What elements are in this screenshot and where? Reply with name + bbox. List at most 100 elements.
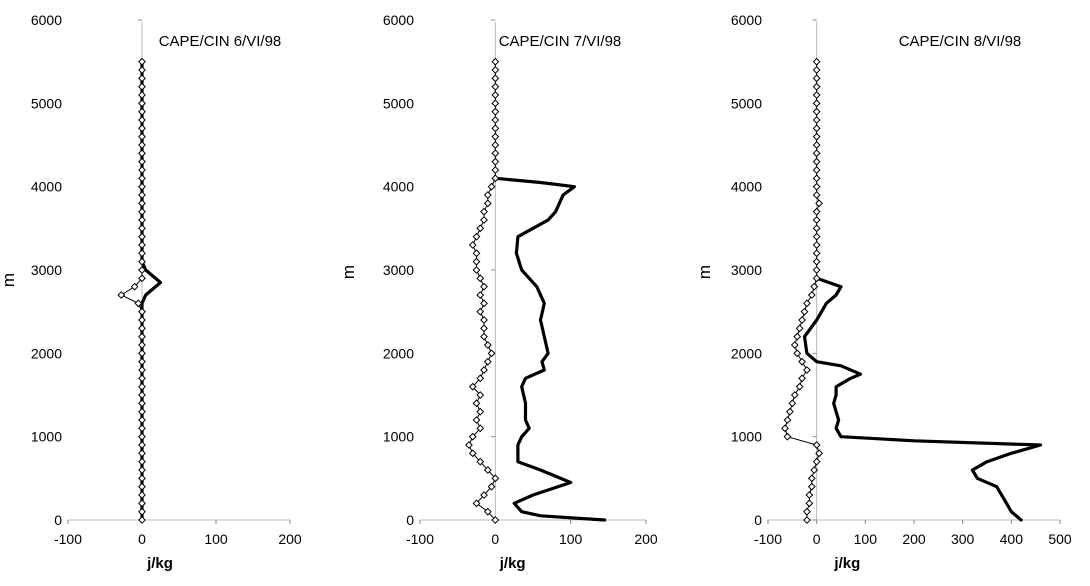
series-point-cin [472, 499, 481, 508]
series-point-cin [793, 349, 802, 358]
series-point-cin [138, 432, 146, 441]
series-point-cin [138, 391, 146, 399]
series-point-cin [803, 299, 811, 308]
series-point-cin [138, 374, 146, 383]
series-point-cin [812, 166, 821, 174]
series-point-cin [476, 224, 485, 233]
x-tick-label: 0 [491, 531, 499, 547]
series-point-cin [800, 307, 809, 316]
series-point-cin [472, 232, 481, 241]
series-point-cin [798, 357, 806, 366]
x-tick-label: 200 [902, 531, 926, 547]
series-point-cin [138, 266, 146, 274]
series-point-cin [491, 166, 500, 174]
x-tick-label: 100 [854, 531, 878, 547]
series-point-cin [138, 449, 146, 458]
series-point-cin [795, 324, 804, 333]
series-point-cin [812, 57, 821, 66]
series-point-cin [812, 91, 821, 99]
series-point-cin [491, 57, 500, 66]
y-tick-label: 6000 [383, 12, 414, 28]
series-point-cin [138, 516, 146, 524]
series-point-cin [812, 232, 821, 241]
series-point-cin [134, 299, 143, 308]
series-point-cin [805, 499, 814, 508]
series-point-cin [805, 491, 814, 499]
series-point-cin [790, 341, 799, 349]
series-point-cin [138, 57, 146, 66]
series-point-cin [483, 341, 492, 349]
series-point-cin [815, 449, 824, 458]
series-point-cin [491, 107, 500, 116]
series-point-cin [138, 349, 146, 358]
series-point-cin [138, 416, 146, 424]
series-point-cin [138, 399, 146, 408]
chart-panel-cape-cin-7-vi-98: CAPE/CIN 7/VI/98010002000300040005000600… [340, 12, 658, 572]
series-point-cin [138, 99, 146, 108]
series-point-cin [138, 482, 146, 491]
series-point-cin [138, 316, 146, 324]
y-tick-label: 2000 [31, 345, 62, 361]
series-point-cin [138, 232, 146, 241]
series-point-cin [491, 74, 500, 83]
series-point-cin [138, 474, 146, 483]
series-point-cin [468, 241, 477, 249]
series-point-cin [138, 166, 146, 174]
series-point-cin [138, 132, 146, 141]
series-point-cin [812, 266, 821, 274]
series-point-cin [812, 224, 821, 233]
series-point-cin [483, 191, 492, 199]
series-point-cin [476, 407, 485, 416]
series-point-cin [138, 157, 146, 166]
series-point-cin [138, 124, 146, 133]
series-point-cin [480, 491, 488, 499]
series-point-cin [138, 466, 146, 474]
series-point-cin [468, 449, 477, 458]
series-point-cin [807, 482, 816, 491]
y-tick-label: 1000 [383, 429, 414, 445]
series-point-cin [476, 291, 485, 299]
y-tick-label: 2000 [731, 345, 762, 361]
series-point-cin [138, 182, 146, 191]
series-point-cin [812, 82, 821, 91]
x-tick-label: 0 [138, 531, 146, 547]
series-point-cin [491, 149, 500, 158]
series-point-cin [803, 507, 811, 516]
y-tick-label: 4000 [31, 179, 62, 195]
series-point-cin [812, 257, 821, 266]
series-point-cin [487, 182, 496, 191]
series-point-cin [812, 249, 821, 258]
series-point-cin [783, 416, 792, 424]
series-point-cin [812, 99, 821, 108]
series-line-cin [784, 61, 820, 520]
y-axis-label: m [0, 273, 18, 287]
chart-panel-cape-cin-8-vi-98: CAPE/CIN 8/VI/98010002000300040005000600… [695, 12, 1072, 572]
y-tick-label: 4000 [731, 179, 762, 195]
series-point-cin [138, 207, 146, 216]
series-point-cin [812, 191, 821, 199]
series-point-cin [138, 274, 146, 283]
series-point-cin [812, 132, 821, 141]
series-line-cape [140, 60, 163, 522]
series-point-cin [138, 191, 146, 199]
x-axis-label: j/kg [146, 555, 173, 572]
chart-title: CAPE/CIN 6/VI/98 [159, 33, 282, 50]
series-point-cin [117, 291, 126, 299]
chart-title: CAPE/CIN 8/VI/98 [899, 33, 1022, 50]
series-point-cin [138, 141, 146, 149]
series-point-cin [138, 66, 146, 74]
series-point-cin [812, 441, 821, 449]
series-point-cin [138, 74, 146, 83]
y-tick-label: 0 [754, 512, 762, 528]
series-point-cin [785, 407, 794, 416]
series-point-cin [130, 282, 139, 291]
chart-title: CAPE/CIN 7/VI/98 [499, 33, 622, 50]
series-point-cin [798, 374, 806, 383]
series-point-cin [812, 216, 821, 224]
series-point-cin [812, 149, 821, 158]
series-point-cin [476, 307, 485, 316]
series-point-cin [138, 174, 146, 183]
y-tick-label: 5000 [31, 95, 62, 111]
y-tick-label: 4000 [383, 179, 414, 195]
series-point-cin [138, 149, 146, 158]
